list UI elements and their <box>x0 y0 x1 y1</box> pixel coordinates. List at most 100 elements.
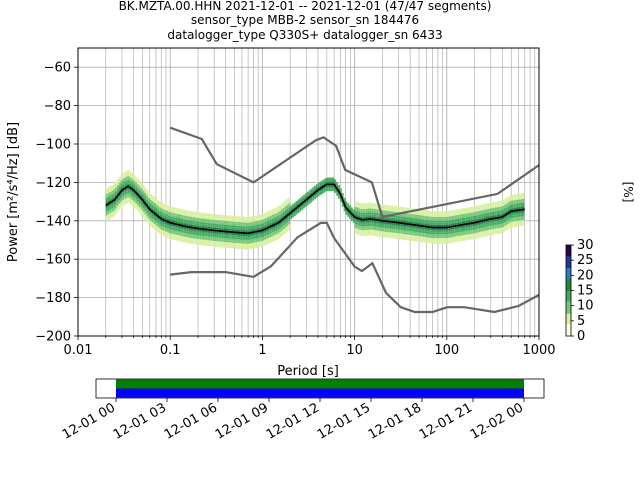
psd-cell <box>216 225 219 228</box>
psd-cell <box>114 183 117 186</box>
psd-cell <box>260 214 263 217</box>
psd-cell <box>463 208 466 210</box>
psd-cell <box>504 223 506 226</box>
psd-cell <box>358 221 361 224</box>
psd-cell <box>127 181 130 184</box>
psd-cell <box>183 221 186 224</box>
psd-cell <box>339 200 342 202</box>
psd-cell <box>295 201 298 203</box>
psd-cell <box>127 178 130 180</box>
psd-cell <box>175 225 178 228</box>
psd-cell <box>356 220 359 223</box>
psd-cell <box>419 238 422 241</box>
psd-cell <box>275 226 278 229</box>
timeline-tick-label: 12-01 12 <box>264 400 322 442</box>
psd-cell <box>452 234 455 237</box>
psd-cell <box>397 215 399 218</box>
psd-cell <box>469 216 471 219</box>
psd-cell <box>422 219 425 222</box>
psd-cell <box>279 230 281 233</box>
psd-cell <box>358 208 361 211</box>
psd-cell <box>255 217 257 220</box>
psd-cell <box>336 191 339 194</box>
psd-cell <box>432 232 434 235</box>
psd-cell <box>175 211 178 214</box>
psd-cell <box>268 210 270 213</box>
psd-cell <box>197 235 200 238</box>
psd-cell <box>175 230 178 233</box>
psd-cell <box>476 228 479 231</box>
psd-cell <box>232 238 235 241</box>
psd-cell <box>415 226 418 229</box>
psd-cell <box>273 233 276 236</box>
psd-cell <box>505 220 508 223</box>
psd-cell <box>196 231 198 234</box>
psd-cell <box>492 219 495 222</box>
psd-cell <box>288 211 291 213</box>
psd-cell <box>251 241 254 243</box>
psd-cell <box>249 247 252 250</box>
psd-cell <box>417 216 420 219</box>
psd-cell <box>476 215 479 218</box>
psd-cell <box>197 241 200 243</box>
psd-cell <box>301 200 304 203</box>
psd-cell <box>238 233 241 236</box>
psd-cell <box>421 221 423 224</box>
psd-cell <box>256 245 259 248</box>
psd-cell <box>432 241 434 244</box>
psd-cell <box>317 186 320 189</box>
psd-cell <box>408 221 411 224</box>
psd-cell <box>463 217 466 220</box>
psd-cell <box>441 216 444 219</box>
psd-cell <box>142 188 145 191</box>
psd-cell <box>190 220 193 223</box>
psd-cell <box>271 213 274 215</box>
psd-cell <box>111 186 114 189</box>
psd-cell <box>135 199 138 202</box>
psd-cell <box>492 228 495 231</box>
psd-cell <box>502 221 505 224</box>
psd-cell <box>489 202 492 205</box>
psd-cell <box>454 213 457 216</box>
psd-cell <box>325 187 328 190</box>
y-tick-label: −140 <box>35 214 71 229</box>
psd-cell <box>266 217 269 220</box>
psd-cell <box>433 240 436 242</box>
psd-cell <box>280 226 283 229</box>
psd-cell <box>384 212 387 215</box>
psd-cell <box>432 218 434 221</box>
psd-cell <box>487 220 490 223</box>
psd-cell <box>231 236 233 239</box>
psd-cell <box>362 214 364 217</box>
psd-cell <box>354 227 357 230</box>
psd-cell <box>214 223 217 226</box>
psd-cell <box>185 238 187 241</box>
psd-cell <box>467 238 470 241</box>
psd-cell <box>426 214 429 217</box>
psd-cell <box>470 229 473 232</box>
psd-cell <box>122 199 125 202</box>
psd-cell <box>135 201 138 204</box>
psd-cell <box>214 235 217 238</box>
psd-cell <box>463 221 466 224</box>
psd-cell <box>422 211 425 214</box>
psd-cell <box>170 225 173 228</box>
psd-cell <box>221 232 224 235</box>
psd-cell <box>518 210 521 213</box>
psd-cell <box>223 236 226 239</box>
psd-cell <box>197 223 200 226</box>
psd-cell <box>487 212 490 215</box>
psd-cell <box>496 230 499 233</box>
psd-cell <box>172 214 174 217</box>
psd-cell <box>303 204 305 207</box>
psd-cell <box>260 227 263 230</box>
psd-cell <box>391 232 394 235</box>
psd-cell <box>376 224 379 227</box>
psd-cell <box>231 246 233 249</box>
psd-cell <box>223 245 226 248</box>
psd-cell <box>415 228 418 231</box>
psd-cell <box>520 224 523 227</box>
psd-cell <box>389 213 392 216</box>
psd-cell <box>360 224 363 227</box>
psd-cell <box>220 233 222 236</box>
